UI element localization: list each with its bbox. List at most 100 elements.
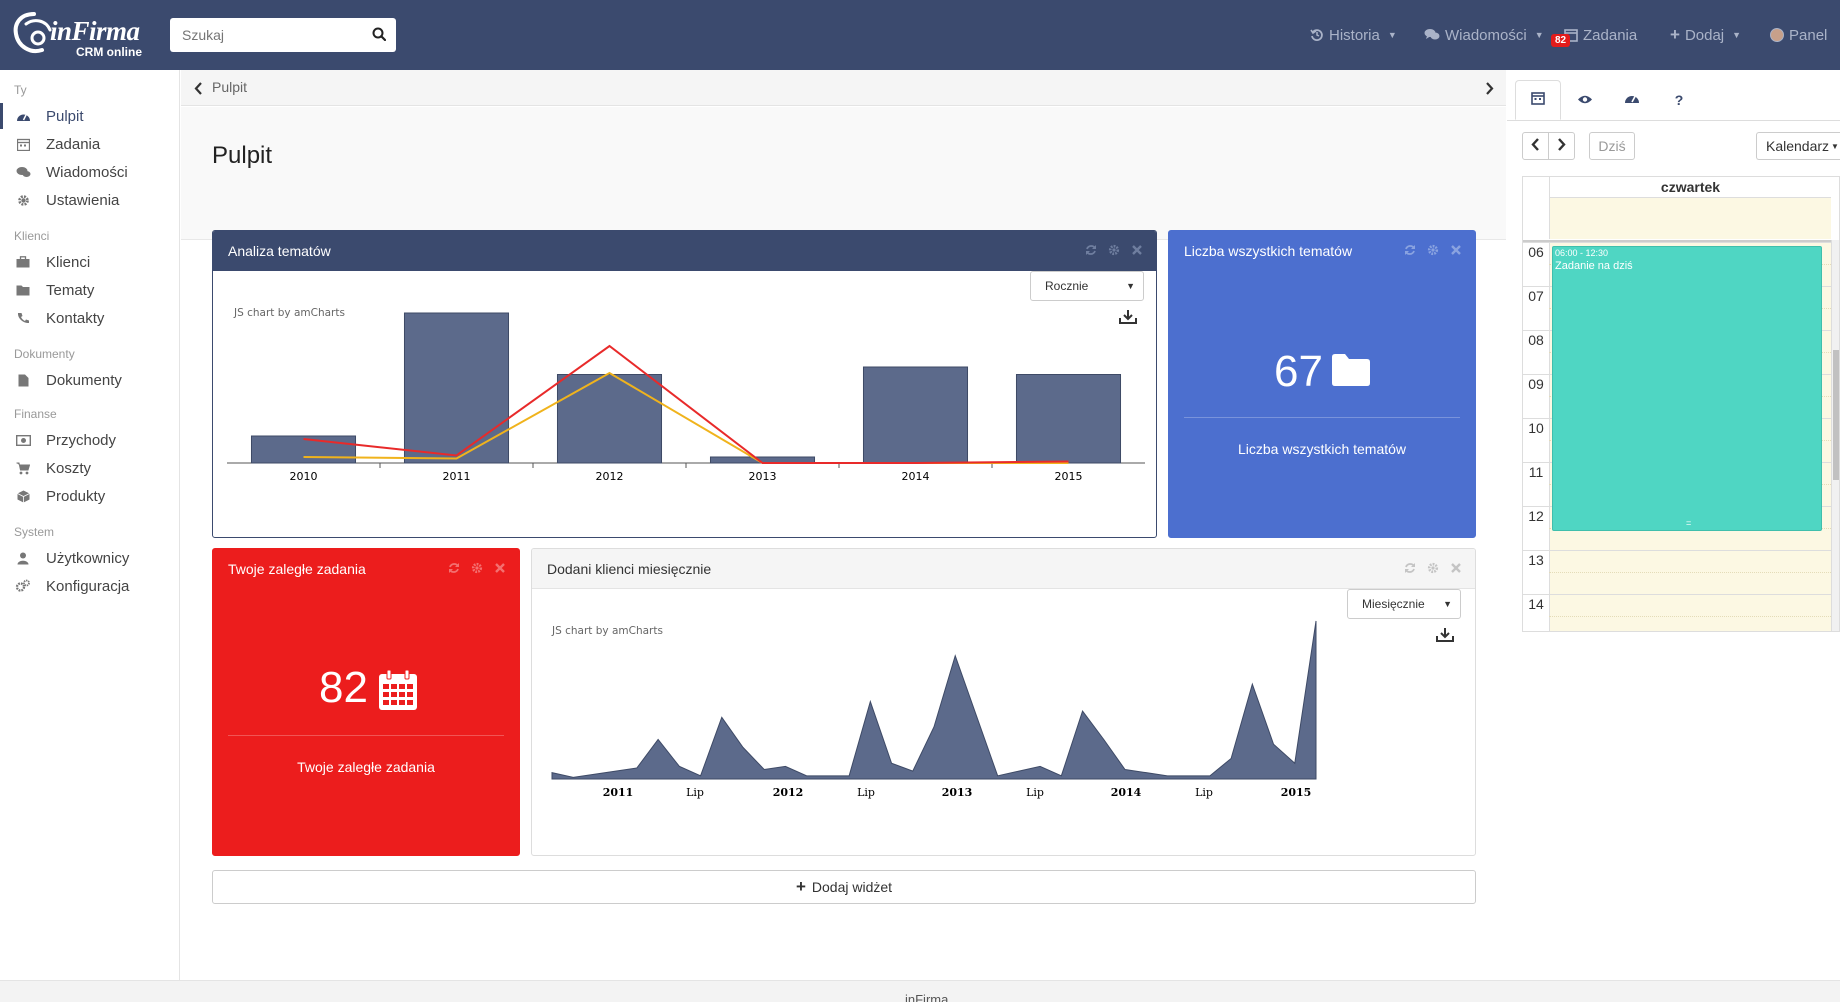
period-select-value: Rocznie: [1045, 279, 1089, 293]
nav-zadania[interactable]: Zadania: [1564, 25, 1637, 45]
breadcrumb-current[interactable]: Pulpit: [212, 79, 248, 95]
calendar-today-button[interactable]: Dziś: [1589, 132, 1635, 160]
close-icon[interactable]: [1449, 561, 1463, 575]
cube-icon: [0, 490, 46, 503]
calendar-next-button[interactable]: [1548, 132, 1575, 160]
widget-dodani-klienci: Dodani klienci miesięcznie Miesięcznie ▼ …: [531, 548, 1476, 856]
download-icon[interactable]: [1435, 627, 1455, 647]
search-input[interactable]: [170, 18, 360, 52]
top-navbar: inFirma CRM online Historia ▼ Wiadomości ▼…: [0, 0, 1840, 70]
nav-historia[interactable]: Historia ▼: [1310, 25, 1397, 45]
close-icon[interactable]: [1449, 243, 1463, 257]
calendar-body: 06 07 08 09 10 11 12 13 14: [1523, 240, 1831, 631]
sidebar-section-finanse: Finanse: [14, 407, 57, 421]
money-icon: [0, 434, 46, 446]
calendar-event[interactable]: 06:00 - 12:30 Zadanie na dziś =: [1552, 246, 1822, 531]
sidebar-item-przychody[interactable]: Przychody: [0, 427, 179, 453]
tab-watch[interactable]: [1562, 80, 1608, 120]
eye-icon: [1577, 92, 1593, 109]
analiza-chart: 2010 2011 2012 2013 2014 2015: [227, 312, 1145, 483]
sidebar-item-label: Ustawienia: [46, 191, 120, 209]
tab-calendar[interactable]: [1515, 80, 1561, 120]
close-icon[interactable]: [493, 561, 507, 575]
app-logo[interactable]: inFirma CRM online: [12, 8, 157, 62]
bar: [862, 366, 969, 464]
download-icon[interactable]: [1118, 309, 1138, 329]
stat-label: Twoje zaległe zadania: [297, 759, 435, 775]
sidebar-section-system: System: [14, 525, 55, 539]
sidebar-item-tematy[interactable]: Tematy: [0, 277, 179, 303]
refresh-icon[interactable]: [447, 561, 461, 575]
bar: [1015, 374, 1122, 464]
sidebar-item-label: Tematy: [46, 281, 95, 299]
nav-historia-label: Historia: [1329, 26, 1380, 44]
sidebar-item-pulpit[interactable]: Pulpit: [0, 103, 179, 129]
widget-analiza-tematow: Analiza tematów Rocznie ▼ JS chart by amC…: [212, 230, 1157, 538]
gear-icon: [0, 194, 46, 207]
refresh-icon[interactable]: [1403, 243, 1417, 257]
question-icon: ?: [1674, 92, 1684, 108]
hour-divider: [1523, 242, 1831, 243]
plus-icon: +: [1670, 25, 1680, 44]
hour-label: 12: [1528, 508, 1544, 524]
page-header: Pulpit: [181, 107, 1506, 240]
sidebar-item-uzytkownicy[interactable]: Użytkownicy: [0, 545, 179, 571]
hour-divider: [1523, 594, 1831, 595]
sidebar-item-ustawienia[interactable]: Ustawienia: [0, 187, 179, 213]
chevron-left-icon[interactable]: [187, 76, 209, 100]
chevron-right-icon[interactable]: [1478, 76, 1500, 100]
x-tick-label: 2015: [1055, 470, 1083, 483]
sidebar-item-koszty[interactable]: Koszty: [0, 455, 179, 481]
gear-icon[interactable]: [1107, 243, 1121, 257]
x-tick-label: Lip: [1026, 786, 1044, 799]
gears-icon: [0, 579, 46, 593]
close-icon[interactable]: [1130, 243, 1144, 257]
sidebar-item-kontakty[interactable]: Kontakty: [0, 305, 179, 331]
history-icon: [1310, 29, 1323, 41]
event-resize-handle[interactable]: =: [1686, 518, 1692, 528]
sidebar-item-wiadomosci[interactable]: Wiadomości: [0, 159, 179, 185]
chevron-right-icon: [1557, 137, 1566, 155]
calendar-scrollbar[interactable]: [1831, 240, 1839, 631]
refresh-icon[interactable]: [1084, 243, 1098, 257]
x-tick-label: 2013: [749, 470, 777, 483]
sidebar-item-zadania[interactable]: Zadania: [0, 131, 179, 157]
gear-icon[interactable]: [470, 561, 484, 575]
sidebar-item-klienci[interactable]: Klienci: [0, 249, 179, 275]
search-icon[interactable]: [372, 27, 387, 45]
tab-divider: [1507, 120, 1840, 121]
nav-panel[interactable]: Panel: [1770, 25, 1827, 45]
calendar-view-dropdown[interactable]: Kalendarz ▼: [1756, 132, 1840, 160]
nav-wiadomosci[interactable]: Wiadomości ▼: [1424, 25, 1544, 45]
sidebar-item-label: Przychody: [46, 431, 117, 449]
add-widget-button[interactable]: + Dodaj widżet: [212, 870, 1476, 904]
series-line: [303, 344, 1069, 464]
period-select[interactable]: Miesięcznie ▼: [1347, 589, 1461, 619]
chart-credit[interactable]: JS chart by amCharts: [234, 307, 345, 319]
tab-help[interactable]: ?: [1656, 80, 1702, 120]
comments-icon: [1424, 29, 1440, 40]
calendar-allday-row[interactable]: [1549, 197, 1831, 239]
scrollbar-thumb[interactable]: [1833, 350, 1839, 480]
logo-subtitle: CRM online: [76, 45, 142, 59]
page-title: Pulpit: [212, 142, 273, 169]
nav-dodaj[interactable]: + Dodaj ▼: [1670, 25, 1741, 45]
sidebar-item-label: Pulpit: [46, 107, 84, 125]
cart-icon: [0, 462, 46, 475]
sidebar-item-label: Zadania: [46, 135, 101, 153]
refresh-icon[interactable]: [1403, 561, 1417, 575]
gear-icon[interactable]: [1426, 561, 1440, 575]
gear-icon[interactable]: [1426, 243, 1440, 257]
main-content: Pulpit Pulpit Analiza tematów Rocznie ▼ J…: [181, 70, 1506, 980]
sidebar-item-produkty[interactable]: Produkty: [0, 483, 179, 509]
tab-dashboard[interactable]: [1609, 80, 1655, 120]
widget-tools: [1403, 243, 1463, 257]
sidebar-item-dokumenty[interactable]: Dokumenty: [0, 367, 179, 393]
period-select[interactable]: Rocznie ▼: [1030, 271, 1144, 301]
sidebar-item-label: Klienci: [46, 253, 91, 271]
widget-zalegle-zadania: Twoje zaległe zadania 82 Twoje zaległe z…: [212, 548, 520, 856]
chart-credit[interactable]: JS chart by amCharts: [552, 625, 663, 637]
sidebar-item-konfiguracja[interactable]: Konfiguracja: [0, 573, 179, 599]
sidebar-item-label: Konfiguracja: [46, 577, 130, 595]
calendar-prev-button[interactable]: [1522, 132, 1549, 160]
